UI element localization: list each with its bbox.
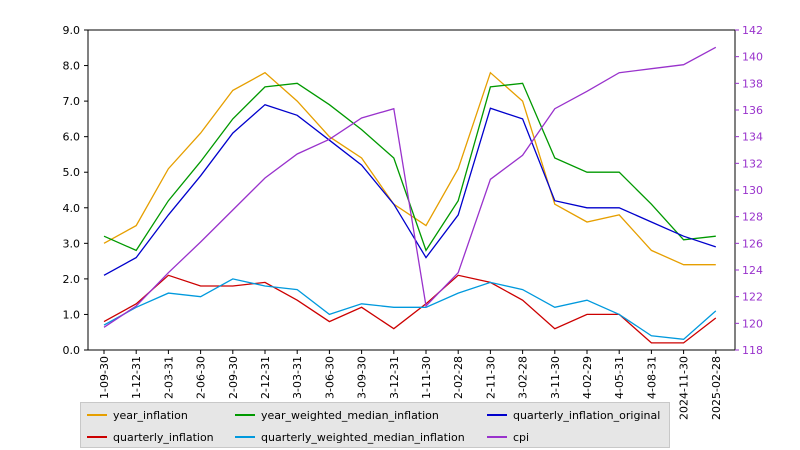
y-tick-label-left: 8.0 bbox=[63, 60, 81, 73]
x-tick-label: 2-02-28 bbox=[452, 356, 465, 399]
y-tick-label-left: 3.0 bbox=[63, 237, 81, 250]
legend-swatch bbox=[487, 436, 507, 438]
legend-entry-quarterly-inflation-original: quarterly_inflation_original bbox=[487, 407, 660, 423]
legend-label: quarterly_weighted_median_inflation bbox=[261, 430, 465, 444]
legend-label: quarterly_inflation bbox=[113, 430, 214, 444]
y-tick-label-left: 9.0 bbox=[63, 24, 81, 37]
legend-label: year_weighted_median_inflation bbox=[261, 408, 439, 422]
x-tick-label: 3-11-30 bbox=[549, 356, 562, 399]
legend-entry-year-inflation: year_inflation bbox=[87, 407, 188, 423]
y-tick-label-right: 120 bbox=[742, 317, 763, 330]
y-tick-label-right: 122 bbox=[742, 291, 763, 304]
x-tick-label: 2-12-31 bbox=[259, 356, 272, 399]
legend: year_inflation year_weighted_median_infl… bbox=[80, 402, 670, 448]
y-tick-label-left: 6.0 bbox=[63, 131, 81, 144]
y-tick-label-left: 2.0 bbox=[63, 273, 81, 286]
x-tick-label: 3-02-28 bbox=[517, 356, 530, 399]
y-tick-label-right: 138 bbox=[742, 77, 763, 90]
x-tick-label: 2-09-30 bbox=[227, 356, 240, 399]
y-tick-label-right: 126 bbox=[742, 237, 763, 250]
legend-swatch bbox=[87, 436, 107, 438]
legend-label: quarterly_inflation_original bbox=[513, 408, 661, 422]
y-tick-label-right: 130 bbox=[742, 184, 763, 197]
series-line-quarterly-inflation bbox=[103, 274, 717, 344]
legend-entry-year-weighted-median-inflation: year_weighted_median_inflation bbox=[235, 407, 439, 423]
x-tick-label: 2025-02-28 bbox=[710, 356, 723, 420]
x-tick-label: 3-03-31 bbox=[291, 356, 304, 399]
legend-label: year_inflation bbox=[113, 408, 188, 422]
y-tick-label-right: 136 bbox=[742, 104, 763, 117]
y-tick-label-right: 140 bbox=[742, 51, 763, 64]
x-tick-label: 3-12-31 bbox=[388, 356, 401, 399]
legend-entry-quarterly-weighted-median-inflation: quarterly_weighted_median_inflation bbox=[235, 429, 465, 445]
y-tick-label-right: 128 bbox=[742, 211, 763, 224]
legend-entry-cpi: cpi bbox=[487, 429, 529, 445]
series-line-cpi bbox=[103, 46, 717, 328]
x-tick-label: 2024-11-30 bbox=[678, 356, 691, 420]
series-line-quarterly-inflation-original bbox=[103, 103, 717, 276]
legend-swatch bbox=[87, 414, 107, 416]
x-tick-label: 1-11-30 bbox=[420, 356, 433, 399]
x-tick-label: 1-09-30 bbox=[98, 356, 111, 399]
legend-label: cpi bbox=[513, 430, 530, 444]
y-tick-label-left: 0.0 bbox=[63, 344, 81, 357]
x-tick-label: 2-06-30 bbox=[195, 356, 208, 399]
x-tick-label: 1-12-31 bbox=[130, 356, 143, 399]
legend-swatch bbox=[235, 436, 255, 438]
series-line-quarterly-weighted-median-inflation bbox=[103, 278, 717, 340]
legend-swatch bbox=[487, 414, 507, 416]
x-tick-label: 3-06-30 bbox=[323, 356, 336, 399]
x-tick-label: 4-05-31 bbox=[613, 356, 626, 399]
x-tick-label: 2-11-30 bbox=[484, 356, 497, 399]
legend-entry-quarterly-inflation: quarterly_inflation bbox=[87, 429, 214, 445]
y-tick-label-left: 7.0 bbox=[63, 95, 81, 108]
legend-swatch bbox=[235, 414, 255, 416]
y-tick-label-left: 4.0 bbox=[63, 202, 81, 215]
x-tick-label: 4-08-31 bbox=[645, 356, 658, 399]
y-tick-label-right: 124 bbox=[742, 264, 763, 277]
x-tick-label: 2-03-31 bbox=[162, 356, 175, 399]
y-tick-label-right: 134 bbox=[742, 131, 763, 144]
y-tick-label-left: 5.0 bbox=[63, 166, 81, 179]
x-tick-label: 3-09-30 bbox=[356, 356, 369, 399]
y-tick-label-right: 142 bbox=[742, 24, 763, 37]
y-tick-label-right: 132 bbox=[742, 157, 763, 170]
x-tick-label: 4-02-29 bbox=[581, 356, 594, 399]
series-line-year-inflation bbox=[103, 71, 716, 266]
y-tick-label-left: 1.0 bbox=[63, 308, 81, 321]
y-tick-label-right: 118 bbox=[742, 344, 763, 357]
